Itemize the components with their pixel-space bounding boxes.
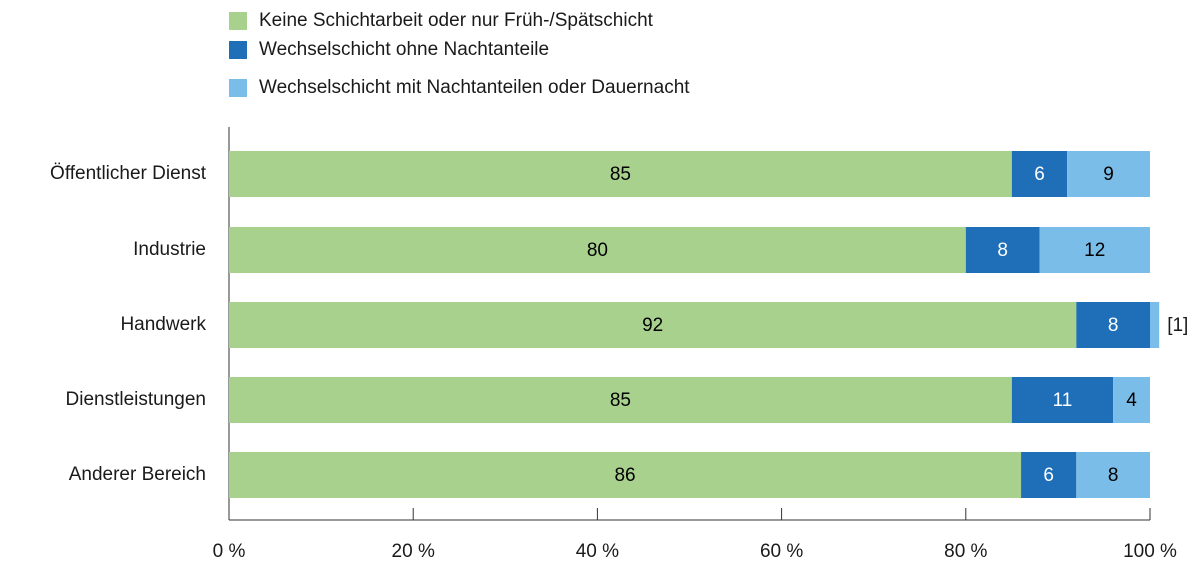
x-tick-label: 100 % [1123, 541, 1177, 562]
x-tick-label: 40 % [576, 541, 619, 562]
data-label: 4 [1126, 390, 1137, 411]
data-label: 85 [610, 390, 631, 411]
bar-segment [1150, 302, 1160, 348]
legend-swatch [229, 79, 247, 97]
bar-segment [965, 227, 1040, 273]
bar-segment [229, 227, 966, 273]
legend-label: Wechselschicht mit Nachtanteilen oder Da… [259, 77, 690, 98]
bar-segment [229, 302, 1077, 348]
legend-swatch [229, 41, 247, 59]
x-tick-label: 80 % [944, 541, 987, 562]
y-tick-label: Anderer Bereich [69, 464, 206, 485]
data-label: 80 [587, 240, 608, 261]
legend-label: Keine Schichtarbeit oder nur Früh-/Späts… [259, 10, 654, 31]
bar-segment [1076, 302, 1150, 348]
bar-segment [1067, 151, 1150, 197]
data-label: 11 [1053, 390, 1073, 411]
data-label: [1] [1167, 315, 1188, 336]
legend-swatch [229, 12, 247, 30]
data-label: 92 [642, 315, 663, 336]
data-label: 6 [1043, 465, 1054, 486]
data-label: 12 [1084, 240, 1105, 261]
y-tick-label: Industrie [133, 239, 206, 260]
data-label: 86 [614, 465, 635, 486]
y-tick-label: Öffentlicher Dienst [50, 163, 207, 184]
bar-segment [1076, 452, 1150, 498]
data-label: 85 [610, 164, 631, 185]
y-tick-label: Handwerk [120, 314, 206, 335]
x-tick-label: 20 % [392, 541, 435, 562]
bar-segment [1011, 377, 1114, 423]
bar-segment [1113, 377, 1150, 423]
data-label: 8 [1108, 315, 1119, 336]
bar-segment [1011, 151, 1068, 197]
legend-label: Wechselschicht ohne Nachtanteile [259, 39, 549, 60]
x-tick-label: 0 % [213, 541, 246, 562]
bar-segment [1039, 227, 1150, 273]
bar-segment [229, 452, 1022, 498]
data-label: 8 [997, 240, 1008, 261]
y-tick-label: Dienstleistungen [66, 389, 206, 410]
data-label: 9 [1103, 164, 1114, 185]
bar-segment [1021, 452, 1077, 498]
data-label: 6 [1034, 164, 1045, 185]
bar-segment [229, 377, 1012, 423]
bar-segment [229, 151, 1012, 197]
data-label: 8 [1108, 465, 1119, 486]
x-tick-label: 60 % [760, 541, 803, 562]
